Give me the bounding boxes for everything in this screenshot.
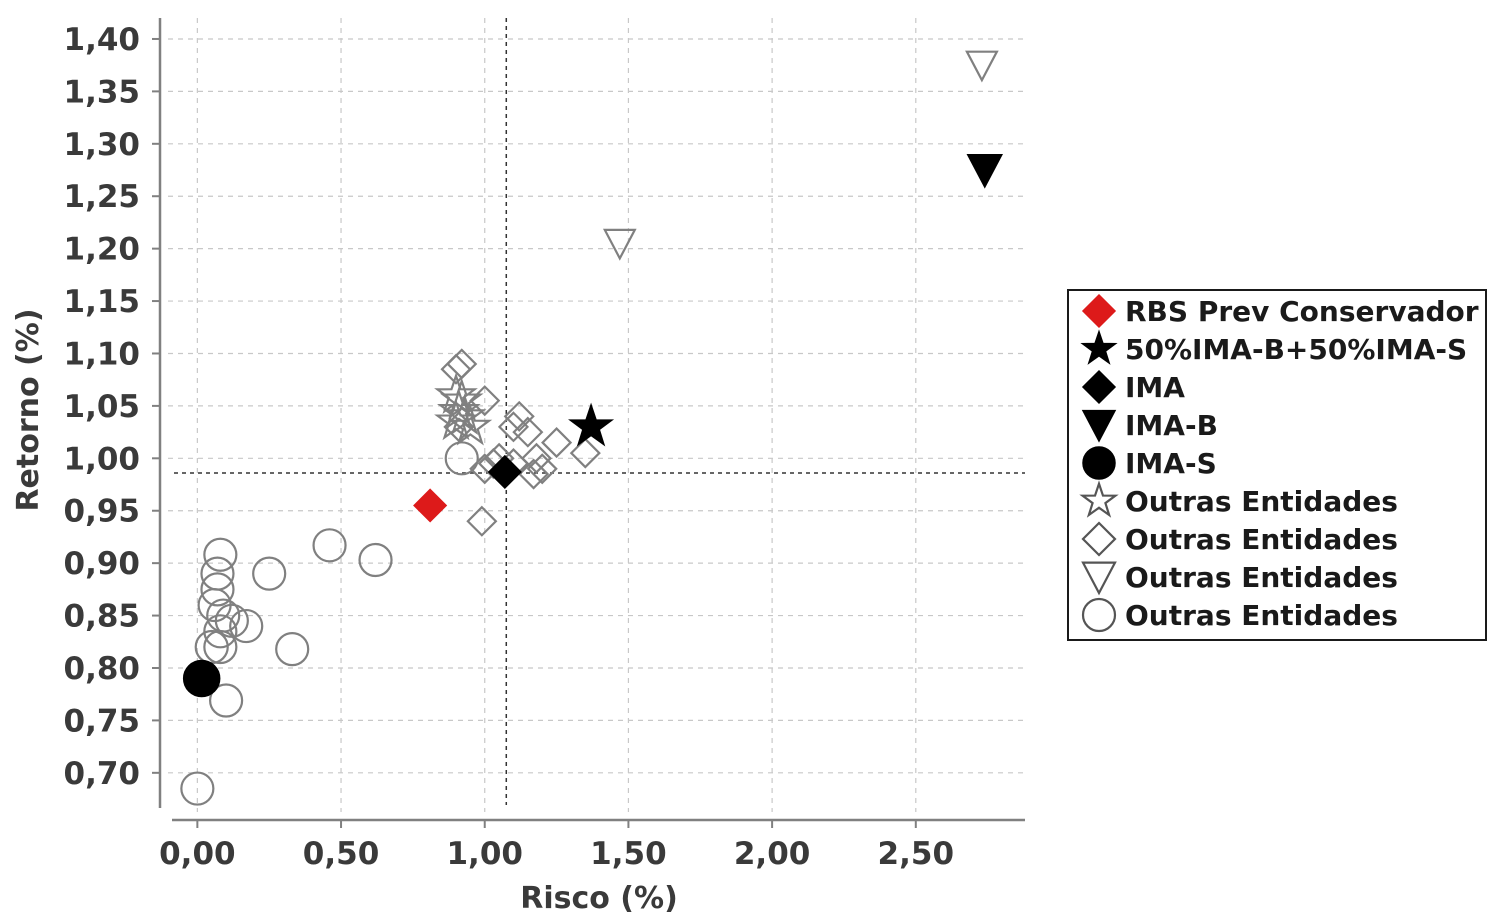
data-point <box>252 556 287 591</box>
y-tick-label: 0,85 <box>64 599 141 635</box>
data-point <box>520 442 553 474</box>
data-point <box>469 385 501 417</box>
data-point <box>526 453 558 485</box>
legend-marker <box>1081 409 1117 443</box>
legend-label: Outras Entidades <box>1125 523 1398 556</box>
legend-label: RBS Prev Conservador <box>1125 295 1479 328</box>
data-point <box>358 542 393 578</box>
legend-marker <box>1081 561 1117 596</box>
tick-labels: 0,00 0,50 1,00 1,50 2,00 2,50 0,70 0,75 0,80 0,85… <box>64 22 955 872</box>
x-tick-label: 2,00 <box>734 836 811 872</box>
legend-label: 50%IMA-B+50%IMA-S <box>1125 333 1467 366</box>
legend-marker <box>1080 329 1118 365</box>
y-axis-title: Retorno (%) <box>11 308 46 511</box>
y-tick-label: 0,90 <box>64 546 141 582</box>
data-point <box>203 629 238 665</box>
legend-marker <box>1079 480 1119 518</box>
data-point <box>437 388 481 430</box>
y-tick-label: 1,25 <box>64 179 141 215</box>
data-point <box>275 632 310 667</box>
data-point <box>208 683 244 718</box>
data-points <box>180 50 1004 806</box>
data-point <box>200 572 235 607</box>
y-tick-label: 1,35 <box>64 74 141 110</box>
reference-lines <box>174 18 1025 805</box>
x-tick-label: 0,50 <box>303 836 380 872</box>
legend-marker <box>1081 597 1117 633</box>
data-point <box>180 771 215 806</box>
data-point <box>443 411 475 443</box>
data-point <box>434 398 478 441</box>
y-tick-label: 1,10 <box>64 336 141 372</box>
data-point <box>568 402 615 447</box>
data-point <box>182 659 221 698</box>
data-point <box>569 437 601 469</box>
data-point <box>203 537 238 572</box>
axes-layer <box>152 18 1025 828</box>
y-tick-label: 0,95 <box>64 494 141 530</box>
data-point <box>466 505 498 537</box>
data-point <box>966 153 1004 189</box>
legend-marker <box>1081 521 1117 557</box>
legend-label: IMA-S <box>1125 447 1217 480</box>
x-tick-label: 1,50 <box>590 836 667 872</box>
legend-label: Outras Entidades <box>1125 485 1398 518</box>
legend-marker <box>1081 369 1117 405</box>
legend-label: Outras Entidades <box>1125 599 1398 632</box>
data-point <box>229 608 264 644</box>
y-tick-label: 0,75 <box>64 703 141 739</box>
y-tick-label: 1,00 <box>64 441 141 477</box>
legend-box <box>1067 289 1487 641</box>
data-point <box>203 614 238 649</box>
data-point <box>446 348 478 380</box>
legend-marker <box>1081 293 1117 329</box>
data-point <box>541 427 573 459</box>
y-tick-label: 1,20 <box>64 232 141 268</box>
legend-marker <box>1082 446 1116 480</box>
data-point <box>440 353 472 385</box>
x-axis-title: Risco (%) <box>520 881 678 915</box>
grid-layer <box>168 18 1025 812</box>
data-point <box>503 400 535 432</box>
y-tick-label: 1,05 <box>64 389 141 425</box>
data-point <box>444 441 479 476</box>
y-tick-label: 0,80 <box>64 651 141 687</box>
y-tick-label: 0,70 <box>64 756 141 792</box>
data-point <box>469 453 501 485</box>
data-point <box>965 50 999 83</box>
legend: RBS Prev Conservador 50%IMA-B+50%IMA-S IMA… <box>1067 289 1487 641</box>
data-point <box>413 488 448 523</box>
data-point <box>602 228 637 261</box>
data-point <box>487 454 522 490</box>
data-point <box>448 403 493 446</box>
legend-label: IMA-B <box>1125 409 1218 442</box>
y-tick-label: 1,15 <box>64 284 141 320</box>
data-point <box>312 528 347 563</box>
x-tick-label: 2,50 <box>878 836 955 872</box>
data-point <box>512 416 544 448</box>
y-tick-label: 1,40 <box>64 22 141 58</box>
legend-label: IMA <box>1125 371 1185 404</box>
legend-label: Outras Entidades <box>1125 561 1398 594</box>
x-tick-label: 0,00 <box>159 836 236 872</box>
y-tick-label: 1,30 <box>64 127 141 163</box>
data-point <box>518 458 550 490</box>
x-tick-label: 1,00 <box>446 836 523 872</box>
